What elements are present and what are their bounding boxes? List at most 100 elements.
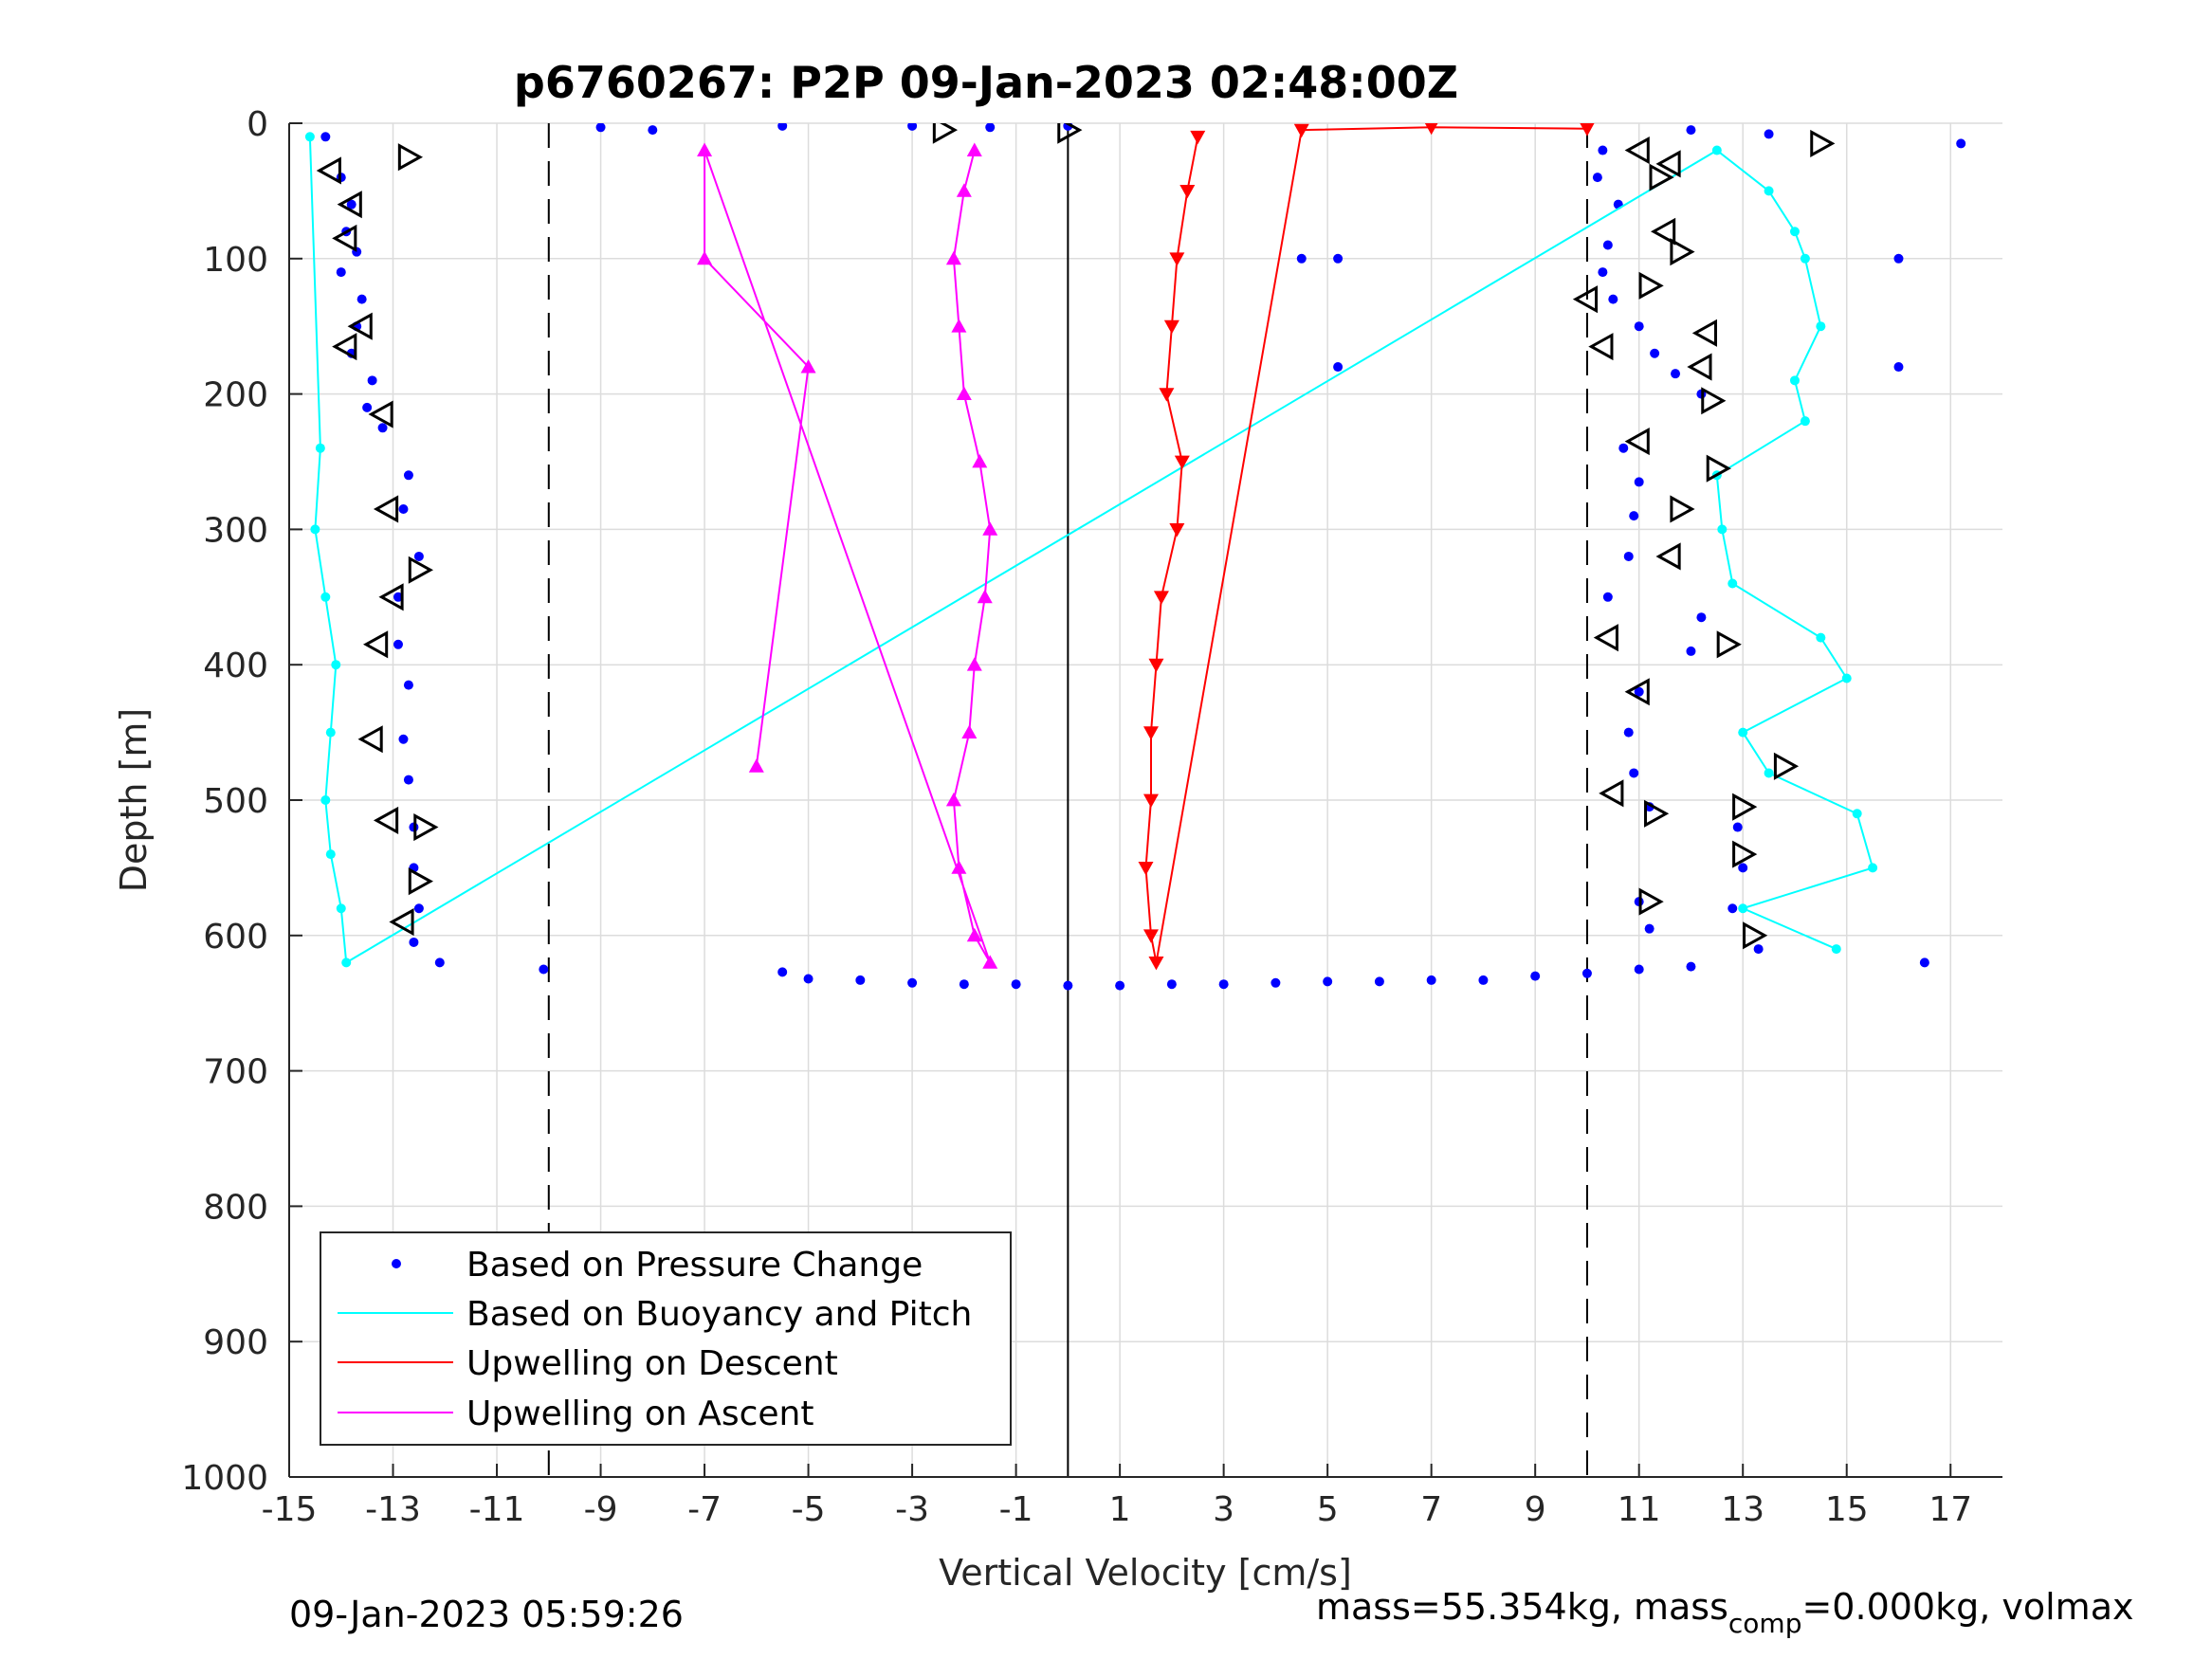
data-point-buoyancy <box>331 660 341 670</box>
annotation-marker-left <box>373 806 399 834</box>
x-tick-label: 1 <box>1109 1490 1131 1529</box>
y-axis-label: Depth [m] <box>113 708 155 893</box>
annotation-marker-right <box>397 143 424 172</box>
data-point-pressure <box>1166 979 1177 990</box>
data-point-buoyancy <box>1728 578 1738 589</box>
footer-timestamp: 09-Jan-2023 05:59:26 <box>289 1594 684 1635</box>
data-point-ascent <box>748 758 764 773</box>
y-tick-label: 900 <box>203 1323 268 1362</box>
x-tick-label: 9 <box>1525 1490 1546 1529</box>
data-point-ascent <box>966 657 982 671</box>
x-tick-label: -1 <box>999 1490 1033 1529</box>
data-point-ascent <box>956 183 972 197</box>
data-point-descent <box>1143 929 1159 943</box>
series-layer <box>304 123 1966 991</box>
y-tick-label: 600 <box>203 918 268 957</box>
data-point-pressure <box>1686 961 1696 972</box>
data-point-pressure <box>1602 240 1613 250</box>
annotation-marker-right <box>1670 238 1695 266</box>
x-tick-label: 5 <box>1317 1490 1339 1529</box>
y-tick-label: 500 <box>203 782 268 821</box>
data-point-pressure <box>320 132 331 142</box>
data-point-pressure <box>1893 253 1904 264</box>
annotation-marker-left <box>1650 217 1676 246</box>
data-point-pressure <box>1598 267 1608 278</box>
data-point-buoyancy <box>1868 863 1878 873</box>
data-point-pressure <box>1374 976 1384 987</box>
data-point-pressure <box>1919 957 1929 968</box>
annotation-marker-right <box>1706 454 1731 483</box>
data-point-pressure <box>346 199 356 210</box>
data-point-pressure <box>1671 369 1681 379</box>
data-point-pressure <box>1530 971 1541 981</box>
data-point-pressure <box>1764 129 1774 139</box>
data-point-buoyancy <box>1789 375 1800 386</box>
data-point-pressure <box>1323 976 1333 987</box>
data-point-pressure <box>1696 612 1707 623</box>
data-point-pressure <box>985 123 996 133</box>
data-point-ascent <box>697 142 713 156</box>
data-point-pressure <box>413 551 424 561</box>
data-point-pressure <box>1426 975 1436 985</box>
data-point-ascent <box>982 521 998 536</box>
annotation-marker-right <box>1057 123 1083 144</box>
data-point-pressure <box>1598 145 1608 155</box>
data-point-pressure <box>595 123 606 133</box>
data-point-pressure <box>907 123 918 131</box>
annotation-marker-left <box>337 191 362 219</box>
data-point-descent <box>1293 123 1309 138</box>
data-point-pressure <box>1623 551 1634 561</box>
annotation-marker-right <box>408 556 433 584</box>
y-tick-label: 100 <box>203 241 268 280</box>
y-tick-label: 700 <box>203 1053 268 1092</box>
annotation-marker-right <box>1649 163 1674 191</box>
annotation-marker-right <box>1773 752 1800 780</box>
data-point-pressure <box>1629 511 1639 521</box>
x-tick-label: 7 <box>1420 1490 1442 1529</box>
data-point-pressure <box>1634 964 1644 975</box>
data-point-buoyancy <box>304 132 315 142</box>
x-tick-label: 17 <box>1929 1490 1972 1529</box>
data-point-buoyancy <box>1711 145 1722 155</box>
x-tick-label: -3 <box>895 1490 929 1529</box>
annotation-marker-left <box>357 725 383 754</box>
annotation-marker-right <box>1716 630 1742 659</box>
legend-box <box>320 1231 1012 1446</box>
data-point-pressure <box>1218 979 1229 990</box>
data-point-pressure <box>413 903 424 914</box>
data-point-pressure <box>403 470 413 481</box>
footer-mass-subscript: comp <box>1728 1608 1802 1639</box>
data-point-pressure <box>1618 443 1629 453</box>
annotation-marker-left <box>332 333 357 361</box>
data-point-buoyancy <box>320 795 331 805</box>
data-point-pressure <box>803 974 814 984</box>
x-tick-label: -9 <box>584 1490 618 1529</box>
data-point-pressure <box>362 402 373 412</box>
data-point-descent <box>1169 252 1185 266</box>
annotation-marker-left <box>1593 624 1618 652</box>
data-point-pressure <box>1634 321 1644 332</box>
data-point-descent <box>1138 862 1154 876</box>
legend-marker-pressure <box>392 1259 401 1268</box>
data-point-buoyancy <box>1800 416 1810 427</box>
data-point-pressure <box>1686 125 1696 136</box>
y-tick-label: 800 <box>203 1188 268 1227</box>
data-point-ascent <box>982 955 998 969</box>
data-point-pressure <box>1732 822 1743 832</box>
axes: -15 -13 -11 -9 -7 -5 -3 -1 1 3 5 7 9 11 13 15 1701002003… <box>181 105 2002 1529</box>
x-tick-label: -5 <box>792 1490 826 1529</box>
data-point-pressure <box>434 957 445 968</box>
data-point-pressure <box>777 123 788 131</box>
data-point-pressure <box>1592 173 1602 183</box>
data-point-ascent <box>956 386 972 400</box>
data-point-pressure <box>1629 768 1639 778</box>
data-point-descent <box>1174 455 1190 469</box>
annotation-marker-right <box>1743 921 1768 950</box>
x-tick-label: 13 <box>1721 1490 1764 1529</box>
annotation-marker-left <box>1655 542 1681 571</box>
data-point-buoyancy <box>315 443 325 453</box>
data-point-ascent <box>977 589 993 604</box>
annotation-marker-right <box>1701 387 1727 415</box>
data-point-buoyancy <box>336 903 346 914</box>
annotation-marker-right <box>1670 495 1695 523</box>
